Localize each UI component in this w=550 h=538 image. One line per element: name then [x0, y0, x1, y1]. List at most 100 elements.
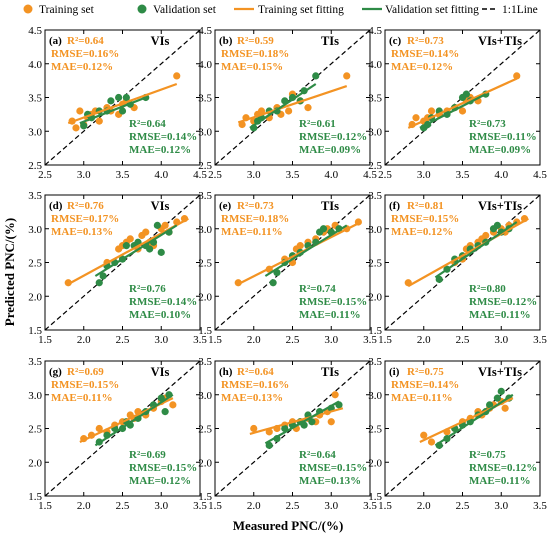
panel-c-training-point	[412, 114, 420, 122]
panel-i-x-tick-label: 2.0	[417, 500, 431, 512]
panel-d-x-tick-label: 2.0	[77, 334, 91, 346]
panel-d-validation-stat: MAE=0.10%	[129, 309, 191, 321]
panel-e-training-fit-line	[237, 222, 359, 286]
panel-g-validation-stat: RMSE=0.15%	[129, 462, 197, 474]
panel-g-y-tick-label: 1.5	[28, 491, 42, 503]
panel-e-training-point	[296, 242, 304, 250]
panel-f: 1.51.5 2.0 2.0 2.5 2.5 3.0 3.0 3.5 3.5 (f) VIs+TIs…	[368, 190, 547, 346]
panel-c-training-stat: R²=0.73	[407, 35, 444, 47]
panel-f-validation-stat: MAE=0.11%	[469, 309, 531, 321]
panel-i-title: VIs+TIs	[478, 365, 522, 379]
panel-h-plot-area	[215, 361, 370, 496]
panel-a-x-tick-label: 4.0	[154, 169, 168, 181]
panel-d-title: VIs	[151, 199, 170, 213]
panel-f-label: (f)	[389, 200, 400, 212]
y-axis-label: Predicted PNC/(%)	[2, 218, 17, 326]
panel-b-training-point	[343, 72, 351, 80]
panel-h-y-tick-label: 3.0	[198, 390, 212, 402]
panel-d-y-tick-label: 3.0	[28, 224, 42, 236]
panel-a-validation-point	[80, 122, 88, 130]
panel-f-validation-stat: R²=0.80	[469, 283, 506, 295]
panel-d-y-tick-label: 3.5	[28, 190, 42, 202]
panel-a-title: VIs	[151, 34, 170, 48]
panel-e-validation-fit-line	[264, 224, 348, 277]
panel-e-plot-area	[215, 195, 370, 330]
panel-a-y-tick-label: 3.0	[28, 126, 42, 138]
panel-e-validation-stat: R²=0.74	[299, 283, 336, 295]
panel-d-plot-area	[45, 195, 200, 330]
panel-c: 2.52.5 3.0 3.0 3.5 3.5 4.0 4.0 4.5 4.5 (c) VIs+TIs…	[368, 25, 547, 181]
panel-d-validation-point	[153, 221, 161, 229]
panel-d: 1.51.5 2.0 2.0 2.5 2.5 3.0 3.0 3.5 3.5 (d) VIs R²=0…	[28, 190, 207, 346]
panel-h-x-tick-label: 1.5	[208, 500, 222, 512]
panel-e-validation-stat: MAE=0.11%	[299, 309, 361, 321]
panel-f-x-tick-label: 2.5	[456, 334, 470, 346]
panel-i-y-tick-label: 2.0	[368, 457, 382, 469]
legend-validation-fit: Validation set fitting	[385, 4, 479, 16]
panel-a-training-stat: RMSE=0.16%	[51, 48, 119, 60]
panel-a-validation-point	[107, 97, 115, 105]
panel-c-x-tick-label: 4.0	[494, 169, 508, 181]
panel-h-training-stat: R²=0.64	[237, 366, 274, 378]
panel-g-y-tick-label: 2.5	[28, 424, 42, 436]
panel-b-training-stat: R²=0.59	[237, 35, 274, 47]
panel-c-validation-fit-line	[419, 93, 487, 129]
panel-d-validation-stat: R²=0.76	[129, 283, 166, 295]
panel-a-training-fit-line	[67, 82, 178, 125]
panel-c-title: VIs+TIs	[478, 34, 522, 48]
panel-f-training-stat: R²=0.81	[407, 200, 444, 212]
panel-d-training-point	[64, 279, 72, 287]
panel-i-validation-fit-line	[434, 393, 514, 447]
panel-i-x-tick-label: 1.5	[378, 500, 392, 512]
panel-a-y-tick-label: 4.0	[28, 59, 42, 71]
panel-a-y-tick-label: 4.5	[28, 25, 42, 37]
panel-e-x-tick-label: 3.5	[363, 334, 377, 346]
panel-i-label: (i)	[389, 366, 400, 378]
panel-c-training-point	[458, 107, 467, 115]
panel-g-x-tick-label: 3.0	[154, 500, 168, 512]
panel-a-plot-area	[45, 30, 200, 165]
panel-g-training-stat: R²=0.69	[67, 366, 104, 378]
panel-f-y-tick-label: 3.5	[368, 190, 382, 202]
panel-g-y-tick-label: 3.5	[28, 356, 42, 368]
panel-b-x-tick-label: 3.0	[247, 169, 261, 181]
panel-g-validation-stat: MAE=0.12%	[129, 475, 191, 487]
panel-h-validation-stat: R²=0.64	[299, 449, 336, 461]
panel-i-plot-area	[385, 361, 540, 496]
panel-e-training-stat: R²=0.73	[237, 200, 274, 212]
panel-e-x-tick-label: 2.5	[286, 334, 300, 346]
panel-a-validation-stat: MAE=0.12%	[129, 144, 191, 156]
panel-g-x-tick-label: 1.5	[38, 500, 52, 512]
panel-e-x-tick-label: 3.0	[324, 334, 338, 346]
panel-h-training-fit-line	[249, 407, 344, 435]
panel-e-label: (e)	[219, 200, 232, 212]
panel-d-validation-point	[157, 248, 165, 256]
panel-e-one-one-line	[215, 195, 370, 330]
panel-d-x-tick-label: 1.5	[38, 334, 52, 346]
panel-a-training-point	[173, 72, 181, 80]
panel-g-training-stat: MAE=0.11%	[51, 392, 113, 404]
panel-f-validation-stat: RMSE=0.12%	[469, 296, 537, 308]
legend-validation-marker	[137, 4, 147, 14]
panel-b-y-tick-label: 4.5	[198, 25, 212, 37]
panel-i-training-stat: MAE=0.11%	[391, 392, 453, 404]
panel-c-y-tick-label: 3.0	[368, 126, 382, 138]
panel-h-training-stat: MAE=0.13%	[221, 392, 283, 404]
panel-a-validation-stat: R²=0.64	[129, 118, 166, 130]
panel-a-x-tick-label: 3.0	[77, 169, 91, 181]
panel-g-title: VIs	[151, 365, 170, 379]
panel-d-training-point	[161, 221, 169, 229]
panel-a-x-tick-label: 2.5	[38, 169, 52, 181]
panel-c-training-point	[427, 107, 436, 115]
panel-e-training-stat: MAE=0.11%	[221, 226, 283, 238]
panel-e-x-tick-label: 1.5	[208, 334, 222, 346]
panel-a-training-stat: R²=0.64	[67, 35, 104, 47]
panel-c-y-tick-label: 3.5	[368, 93, 382, 105]
panel-i-training-stat: RMSE=0.14%	[391, 379, 459, 391]
panel-e-y-tick-label: 2.0	[198, 291, 212, 303]
panel-f-one-one-line	[385, 195, 540, 330]
panel-a-x-tick-label: 3.5	[116, 169, 130, 181]
panel-g-one-one-line	[45, 361, 200, 496]
panel-c-validation-stat: MAE=0.09%	[469, 144, 531, 156]
panel-b-validation-stat: MAE=0.09%	[299, 144, 361, 156]
